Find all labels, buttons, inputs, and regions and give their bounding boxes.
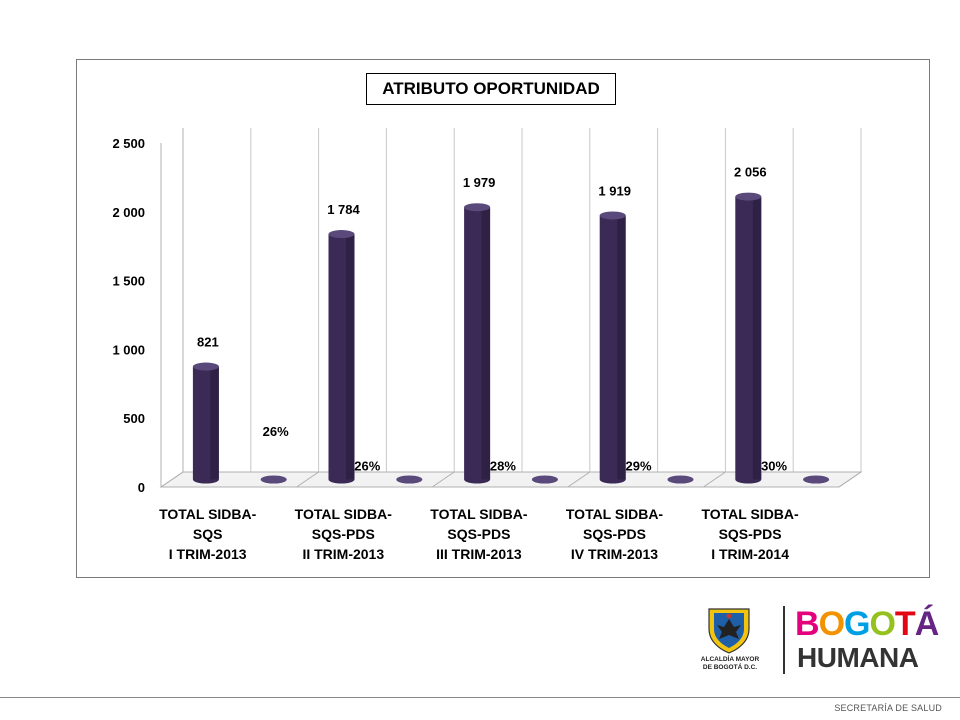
brand-letter: B (795, 605, 820, 643)
x-tick-label: TOTAL SIDBA- (295, 506, 393, 522)
chart-title: ATRIBUTO OPORTUNIDAD (366, 73, 616, 105)
bar (531, 475, 558, 484)
data-label: 1 979 (463, 175, 496, 190)
bar (396, 475, 423, 484)
brand-letter: G (844, 605, 870, 643)
y-tick-label: 1 500 (112, 274, 145, 289)
bar (667, 475, 694, 484)
brand-humana: HUMANA (797, 642, 919, 673)
footer-rule (0, 697, 960, 698)
y-tick-label: 500 (123, 411, 145, 426)
x-tick-label: I TRIM-2013 (169, 546, 247, 562)
bar (464, 203, 491, 484)
brand-bogota: BOGOTÁ (795, 604, 940, 644)
y-tick-label: 0 (138, 480, 145, 495)
floor-divider (567, 471, 591, 488)
alcaldia-label: ALCALDÍA MAYOR DE BOGOTÁ D.C. (690, 656, 770, 672)
x-tick-label: SQS-PDS (447, 526, 510, 542)
bar (192, 362, 219, 484)
brand-letter: Á (914, 605, 940, 643)
footer-label: SECRETARÍA DE SALUD (834, 703, 942, 713)
x-tick-label: TOTAL SIDBA- (159, 506, 257, 522)
bar (328, 230, 355, 484)
alcaldia-line2: DE BOGOTÁ D.C. (702, 664, 758, 671)
y-tick-label: 1 000 (112, 342, 145, 357)
data-label: 821 (197, 335, 219, 350)
y-tick-label: 2 500 (112, 136, 145, 151)
bar (260, 475, 287, 484)
x-tick-label: TOTAL SIDBA- (430, 506, 528, 522)
coat-of-arms-icon (708, 608, 750, 654)
data-label: 26% (354, 458, 380, 473)
data-label: 1 919 (598, 183, 631, 198)
x-tick-label: I TRIM-2014 (711, 546, 789, 562)
x-tick-label: SQS-PDS (719, 526, 782, 542)
y-tick-label: 2 000 (112, 205, 145, 220)
bar (735, 192, 762, 484)
data-label: 30% (761, 458, 787, 473)
brand-letter: O (869, 605, 895, 643)
data-label: 28% (490, 458, 516, 473)
x-tick-label: SQS (193, 526, 223, 542)
x-tick-label: II TRIM-2013 (302, 546, 384, 562)
x-tick-label: IV TRIM-2013 (571, 546, 658, 562)
floor-divider (296, 471, 319, 488)
floor-divider (160, 471, 184, 488)
chart-frame: 0 500 1 000 1 500 2 000 2 500 TOTAL SIDBA- SQS I… (76, 59, 930, 578)
bar (803, 475, 830, 484)
brand-letter: O (818, 605, 845, 643)
x-tick-label: SQS-PDS (312, 526, 375, 542)
bar (599, 211, 626, 484)
x-tick-label: III TRIM-2013 (436, 546, 522, 562)
floor-divider (431, 471, 455, 488)
x-tick-label: TOTAL SIDBA- (701, 506, 799, 522)
alcaldia-line1: ALCALDÍA MAYOR (700, 656, 760, 663)
data-label: 26% (263, 424, 289, 439)
data-label: 2 056 (734, 165, 767, 180)
x-tick-label: SQS-PDS (583, 526, 646, 542)
x-tick-label: TOTAL SIDBA- (566, 506, 664, 522)
floor-divider (703, 471, 726, 488)
chart-svg: 0 500 1 000 1 500 2 000 2 500 TOTAL SIDBA- SQS I… (112, 128, 863, 562)
brand-letter: T (894, 605, 916, 643)
data-label: 29% (625, 458, 651, 473)
floor-divider (838, 471, 862, 488)
data-label: 1 784 (327, 202, 360, 217)
brand-separator (783, 606, 785, 674)
